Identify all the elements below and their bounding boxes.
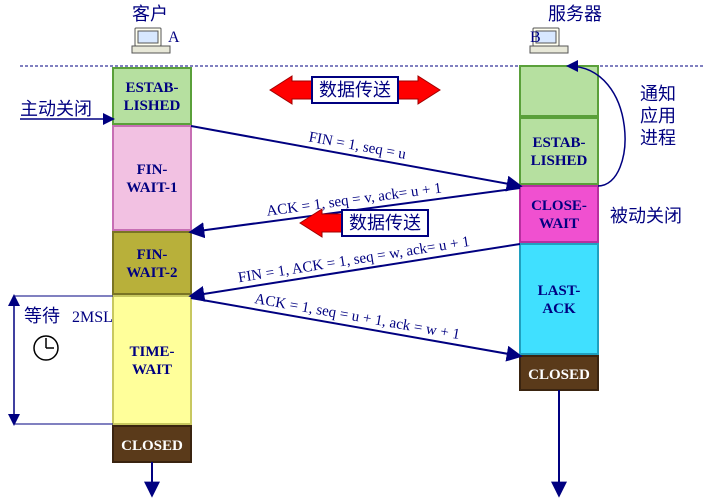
state-label: CLOSE- <box>531 198 587 214</box>
state-s-la: LAST- ACK <box>520 244 598 354</box>
state-label: ACK <box>542 301 576 317</box>
state-c-closed: CLOSED <box>113 426 191 462</box>
wait-label-2: 2MSL <box>72 309 113 326</box>
notify-label-1: 通知 <box>640 84 676 104</box>
state-c-est: ESTAB- LISHED <box>113 68 191 124</box>
state-label: CLOSED <box>121 438 183 454</box>
notify-label-3: 进程 <box>640 128 676 148</box>
state-label: LISHED <box>124 98 181 114</box>
wait-label-1: 等待 <box>24 306 60 326</box>
state-label: TIME- <box>130 344 175 360</box>
server-title: 服务器 <box>548 4 602 24</box>
red-arrow-label: 数据传送 <box>319 80 391 100</box>
state-label: LAST- <box>538 283 581 299</box>
message-label: FIN = 1, seq = u <box>307 129 407 163</box>
data-transfer-top: 数据传送 <box>270 76 440 104</box>
state-label: WAIT <box>539 216 579 232</box>
client-title: 客户 <box>132 4 168 24</box>
active-close-label: 主动关闭 <box>20 99 92 119</box>
message-arrow-m-fin1 <box>191 126 520 186</box>
state-label: LISHED <box>531 153 588 169</box>
message-label: ACK = 1, seq = u + 1, ack = w + 1 <box>253 291 461 343</box>
notify-label-2: 应用 <box>640 106 676 126</box>
state-c-fw2: FIN- WAIT-2 <box>113 232 191 294</box>
clock-icon <box>34 336 58 360</box>
state-label: FIN- <box>137 247 168 263</box>
state-s-est: ESTAB- LISHED <box>520 118 598 184</box>
state-label: CLOSED <box>528 367 590 383</box>
state-label: WAIT-2 <box>126 265 177 281</box>
data-transfer-middle: 数据传送 <box>300 209 428 237</box>
state-s-cw: CLOSE- WAIT <box>520 186 598 242</box>
state-label: WAIT-1 <box>126 180 177 196</box>
state-c-fw1: FIN- WAIT-1 <box>113 126 191 230</box>
state-s-closed: CLOSED <box>520 356 598 390</box>
state-s-pre <box>520 66 598 116</box>
passive-close-label: 被动关闭 <box>610 206 682 226</box>
state-label: FIN- <box>137 162 168 178</box>
computer-icon <box>132 28 170 53</box>
red-arrow-label: 数据传送 <box>349 213 421 233</box>
message-arrow-m-ack2 <box>191 298 520 356</box>
message-label: FIN = 1, ACK = 1, seq = w, ack= u + 1 <box>237 234 471 286</box>
state-c-tw: TIME- WAIT <box>113 296 191 424</box>
state-label: WAIT <box>132 362 172 378</box>
client-sub: A <box>168 29 180 46</box>
server-sub: B <box>530 29 541 46</box>
state-label: ESTAB- <box>125 80 178 96</box>
state-label: ESTAB- <box>532 135 585 151</box>
